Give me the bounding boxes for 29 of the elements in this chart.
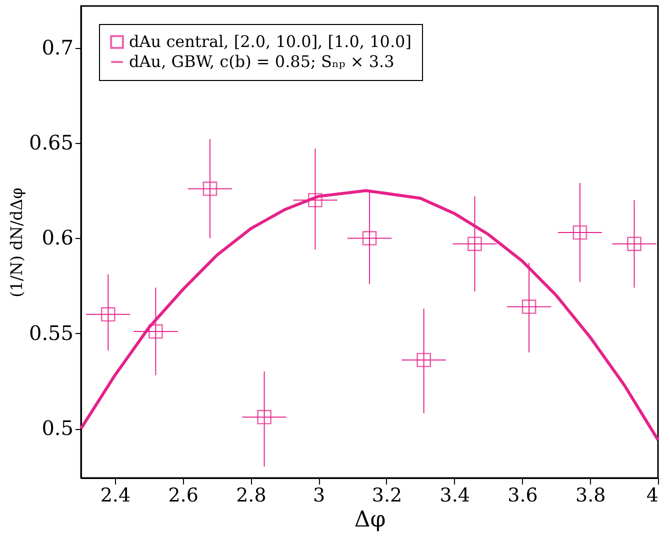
y-tick-label: 0.65 <box>28 130 74 155</box>
point <box>148 324 163 339</box>
point <box>202 182 218 196</box>
x-tick-label: 3 <box>313 484 326 506</box>
point <box>627 236 642 252</box>
x-tick-label: 2.8 <box>236 484 266 506</box>
point <box>257 410 272 424</box>
x-tick-label: 2.6 <box>168 484 198 506</box>
y-tick-label: 0.55 <box>28 320 74 345</box>
point <box>416 352 431 368</box>
y-tick-label: 0.6 <box>42 226 74 250</box>
legend-label: dAu central, [2.0, 10.0], [1.0, 10.0] <box>129 32 412 51</box>
point <box>572 225 588 240</box>
x-tick-label: 2.4 <box>100 484 131 506</box>
x-tick-label: 4 <box>646 484 658 506</box>
y-tick-label: 0.5 <box>42 416 74 440</box>
y-axis-title: (1/N) dN/dΔφ <box>6 188 26 298</box>
x-tick-label: 3.6 <box>508 484 538 506</box>
point <box>100 307 116 322</box>
y-tick-label: 0.7 <box>42 35 74 60</box>
point <box>308 192 322 208</box>
x-tick-label: 3.8 <box>576 484 606 506</box>
x-tick-label: 3.4 <box>440 484 470 506</box>
legend-label: dAu, GBW, c(b) = 0.85; Sₙₚ × 3.3 <box>129 52 394 71</box>
x-axis-title: Δφ <box>354 508 386 532</box>
point <box>362 231 377 246</box>
x-tick-label: 3.2 <box>372 484 402 506</box>
point <box>522 300 536 314</box>
point <box>468 236 482 252</box>
